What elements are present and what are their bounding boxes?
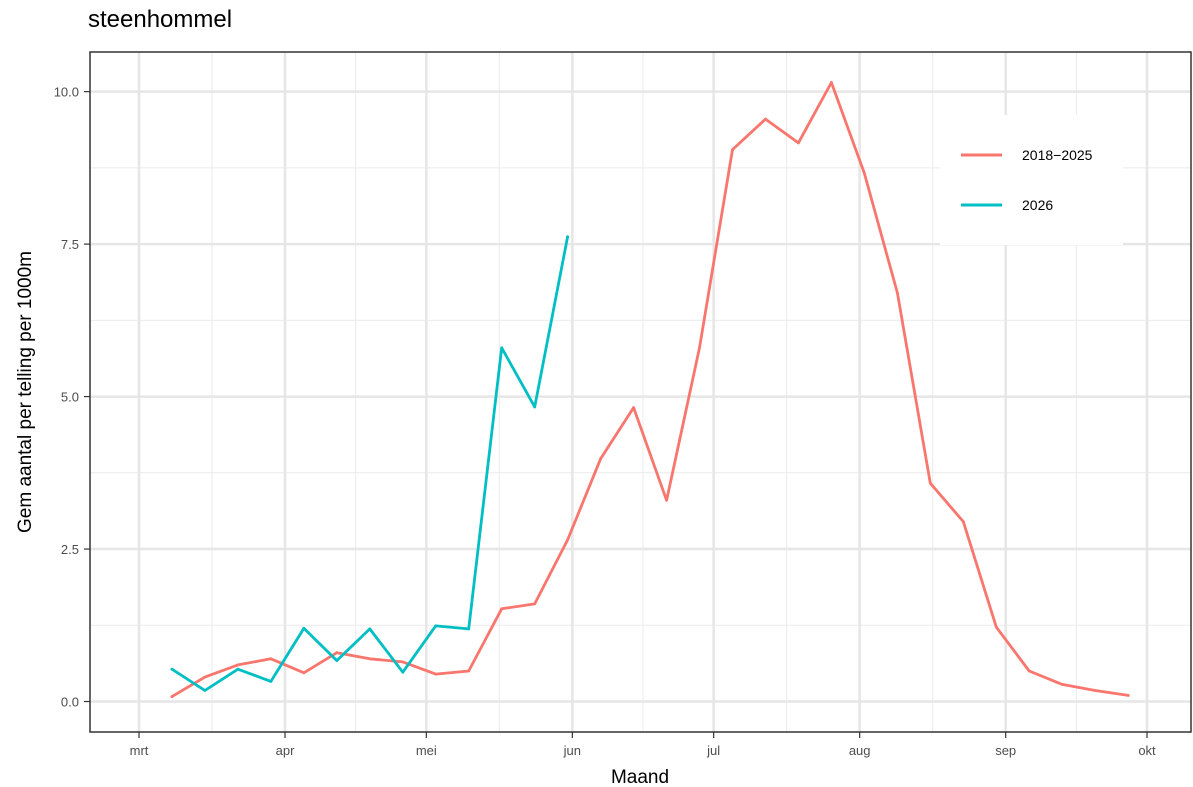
data-point — [467, 669, 471, 673]
data-point — [434, 672, 438, 676]
data-point — [1126, 694, 1130, 697]
data-point — [335, 651, 339, 655]
data-point — [830, 81, 833, 84]
x-tick-label: sep — [995, 743, 1016, 758]
legend: 2018−2025 2026 — [940, 115, 1123, 245]
plot-border — [89, 51, 1192, 733]
x-tick-label: jun — [563, 743, 581, 758]
data-point — [269, 680, 273, 683]
data-point — [401, 660, 405, 664]
data-point — [203, 675, 207, 679]
data-point — [335, 659, 339, 662]
data-point — [731, 148, 734, 152]
data-point — [302, 626, 306, 630]
series-layer — [170, 81, 1130, 698]
data-point — [236, 667, 240, 671]
x-tick-label: apr — [276, 743, 295, 758]
data-point — [500, 346, 504, 350]
data-point — [961, 520, 965, 523]
y-tick-label: 5.0 — [61, 390, 79, 405]
data-point — [401, 670, 405, 674]
x-tick-label: mei — [416, 743, 437, 758]
y-tick-label: 0.0 — [61, 695, 79, 710]
data-point — [467, 627, 471, 631]
data-point — [665, 498, 668, 502]
data-point — [566, 538, 569, 542]
data-point — [368, 657, 372, 661]
y-axis-title: Gem aantal per telling per 1000m — [15, 251, 36, 533]
data-point — [994, 625, 998, 629]
data-point — [632, 406, 635, 409]
data-point — [863, 172, 866, 175]
data-point — [533, 405, 537, 409]
data-point — [797, 141, 800, 145]
legend-background — [940, 115, 1123, 245]
y-tick-label: 10.0 — [54, 85, 79, 100]
y-tick-label: 2.5 — [61, 542, 79, 557]
data-point — [599, 457, 602, 461]
grid-minor — [90, 52, 1191, 732]
data-point — [500, 607, 504, 611]
data-point — [236, 663, 240, 667]
data-point — [170, 695, 174, 698]
data-point — [368, 627, 372, 631]
data-point — [928, 481, 932, 485]
data-point — [764, 117, 767, 121]
x-tick-label: aug — [849, 743, 871, 758]
data-point — [170, 667, 174, 671]
legend-label-2018-2025: 2018−2025 — [1022, 147, 1093, 163]
data-point — [1093, 689, 1097, 692]
data-point — [269, 657, 273, 661]
data-point — [1060, 683, 1064, 686]
x-axis: mrt apr mei jun jul aug sep okt — [130, 732, 1156, 758]
data-point — [698, 346, 701, 350]
data-point — [896, 291, 899, 295]
legend-label-2026: 2026 — [1022, 197, 1053, 213]
y-axis: 0.0 2.5 5.0 7.5 10.0 — [54, 85, 90, 710]
x-tick-label: mrt — [130, 743, 149, 758]
data-point — [302, 671, 306, 675]
data-point — [1027, 669, 1031, 673]
data-point — [533, 602, 537, 606]
x-tick-label: okt — [1138, 743, 1156, 758]
y-tick-label: 7.5 — [61, 237, 79, 252]
x-axis-title: Maand — [611, 767, 669, 787]
data-point — [203, 689, 207, 692]
data-point — [434, 624, 438, 628]
x-tick-label: jul — [706, 743, 720, 758]
chart-title: steenhommel — [88, 6, 233, 33]
data-point — [566, 235, 569, 239]
